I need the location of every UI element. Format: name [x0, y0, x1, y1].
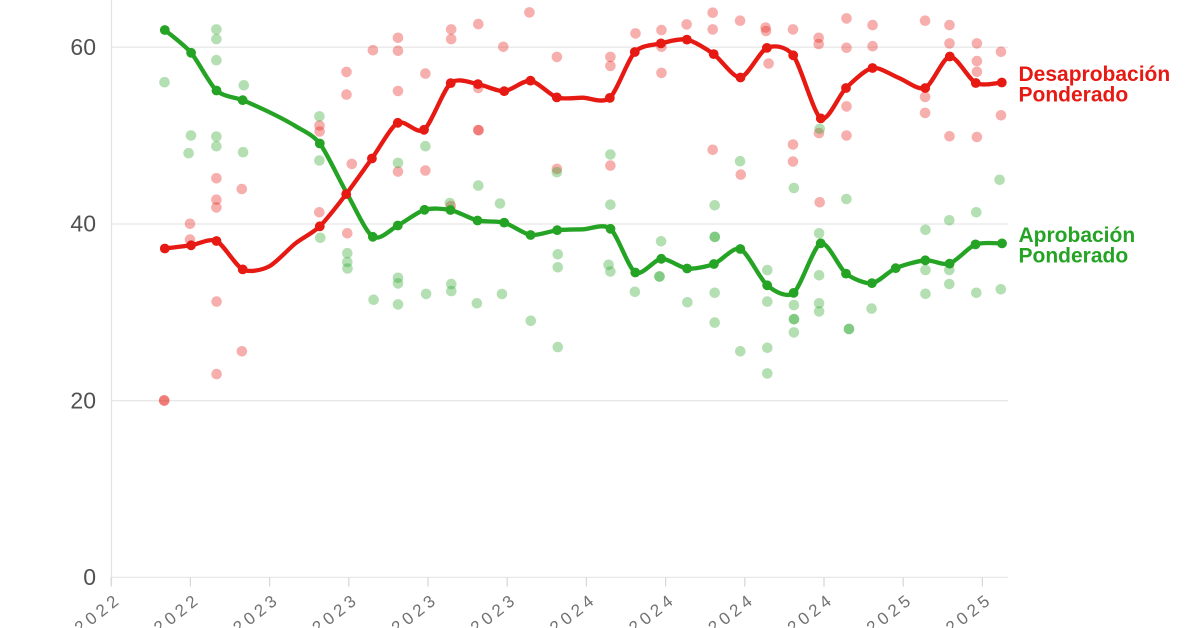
svg-text:20: 20: [70, 387, 96, 413]
svg-text:40: 40: [70, 211, 96, 237]
svg-text:Aprobación: Aprobación: [1019, 224, 1136, 247]
svg-text:Desaprobación: Desaprobación: [1019, 63, 1171, 86]
svg-text:60: 60: [70, 34, 96, 60]
svg-text:Ponderado: Ponderado: [1019, 84, 1129, 107]
svg-text:Ponderado: Ponderado: [1019, 245, 1129, 268]
svg-text:0: 0: [83, 564, 96, 590]
